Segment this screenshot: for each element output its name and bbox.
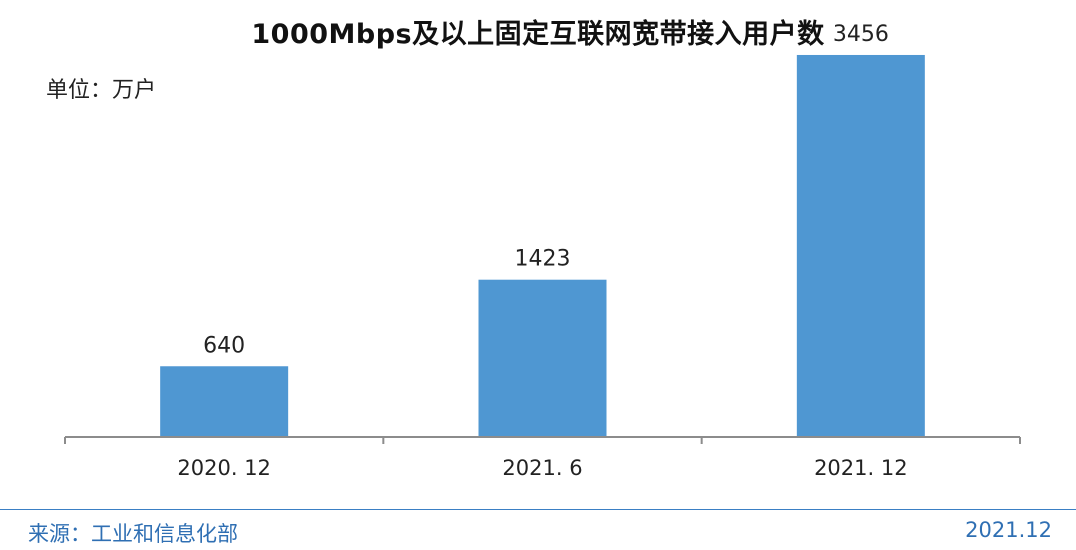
value-label-0: 640: [203, 333, 245, 358]
category-label-2: 2021. 12: [814, 456, 908, 480]
category-label-0: 2020. 12: [177, 456, 271, 480]
footer-divider: [0, 509, 1076, 510]
footer-source: 来源：工业和信息化部: [28, 522, 238, 546]
bar-chart: 640 2020. 12 1423 2021. 6 3456 2021. 12: [64, 22, 1021, 480]
footer-date: 2021.12: [965, 518, 1052, 542]
bar-1: [478, 279, 607, 437]
bar-2: [796, 54, 925, 437]
labels-layer: 640 2020. 12 1423 2021. 6 3456 2021. 12: [177, 22, 907, 480]
value-label-2: 3456: [833, 22, 889, 47]
value-label-1: 1423: [515, 247, 571, 272]
unit-label: 单位：万户: [46, 78, 157, 103]
bars-layer: [160, 54, 925, 437]
category-label-1: 2021. 6: [502, 456, 582, 480]
chart-title: 1000Mbps及以上固定互联网宽带接入用户数: [251, 19, 825, 50]
x-axis: [64, 436, 1021, 444]
bar-0: [160, 366, 289, 437]
